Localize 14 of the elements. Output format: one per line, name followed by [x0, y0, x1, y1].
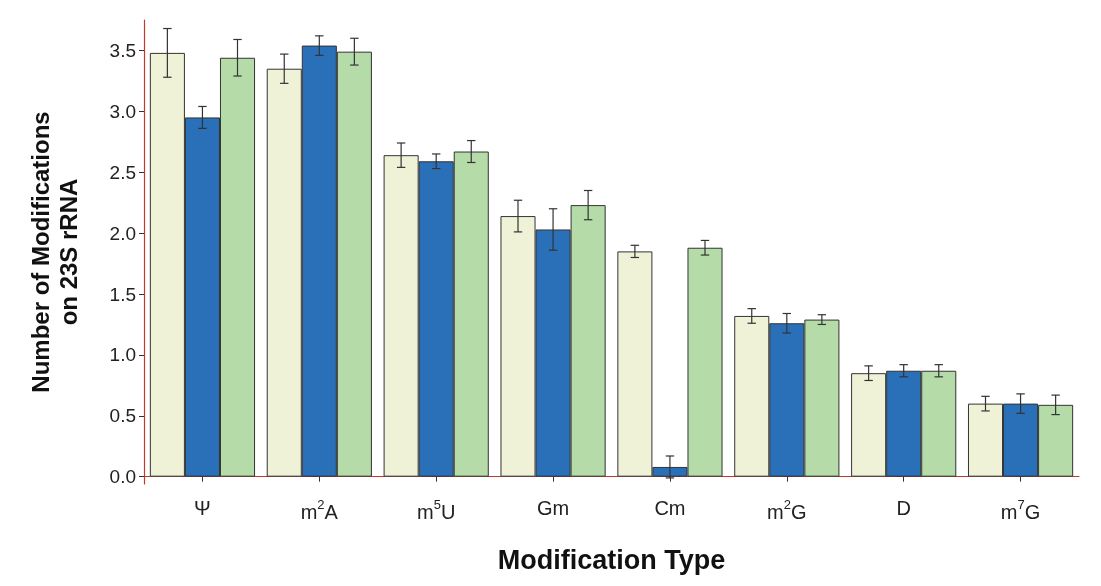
y-axis-title: Number of Modifications on 23S rRNA [26, 111, 82, 393]
y-tick-label: 0.5 [109, 405, 136, 427]
y-tick-label: 3.5 [109, 39, 136, 61]
y-tick-label: 1.0 [109, 344, 136, 366]
x-tick-label: D [896, 497, 911, 519]
x-tick-label: Ψ [194, 497, 211, 519]
x-tick-label: Gm [536, 497, 570, 519]
x-tick-label: Cm [654, 497, 686, 519]
x-axis-title: Modification Type [497, 544, 726, 575]
y-tick-label: 2.0 [109, 222, 136, 244]
y-tick-label: 2.5 [109, 161, 136, 183]
y-tick-label: 1.5 [109, 283, 136, 305]
y-tick-label: 0.0 [109, 466, 136, 488]
y-tick-label: 3.0 [109, 100, 136, 122]
